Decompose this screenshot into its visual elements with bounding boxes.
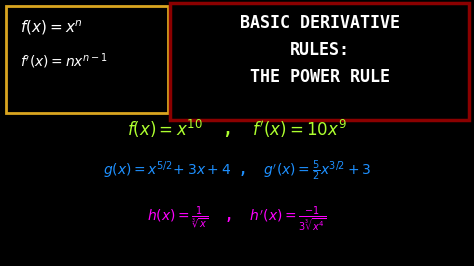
- FancyBboxPatch shape: [170, 3, 469, 120]
- Text: $f(x) = x^{10}$  ,  $f'(x) = 10x^9$: $f(x) = x^{10}$ , $f'(x) = 10x^9$: [127, 118, 347, 140]
- Text: $f'(x)=nx^{n-1}$: $f'(x)=nx^{n-1}$: [20, 51, 108, 70]
- Text: BASIC DERIVATIVE: BASIC DERIVATIVE: [240, 14, 400, 32]
- Text: $f(x)= x^n$: $f(x)= x^n$: [20, 18, 83, 37]
- Text: RULES:: RULES:: [290, 41, 350, 59]
- Text: $g(x) = x^{5/2}\!+3x+4$ ,  $g'(x)=\frac{5}{2}x^{3/2}+3$: $g(x) = x^{5/2}\!+3x+4$ , $g'(x)=\frac{5…: [103, 159, 371, 183]
- Text: THE POWER RULE: THE POWER RULE: [250, 68, 390, 86]
- FancyBboxPatch shape: [6, 6, 168, 113]
- Text: $h(x) = \frac{1}{\sqrt[3]{x}}$  ,  $h'(x) = \frac{-1}{3\sqrt[3]{x^4}}$: $h(x) = \frac{1}{\sqrt[3]{x}}$ , $h'(x) …: [147, 204, 327, 234]
